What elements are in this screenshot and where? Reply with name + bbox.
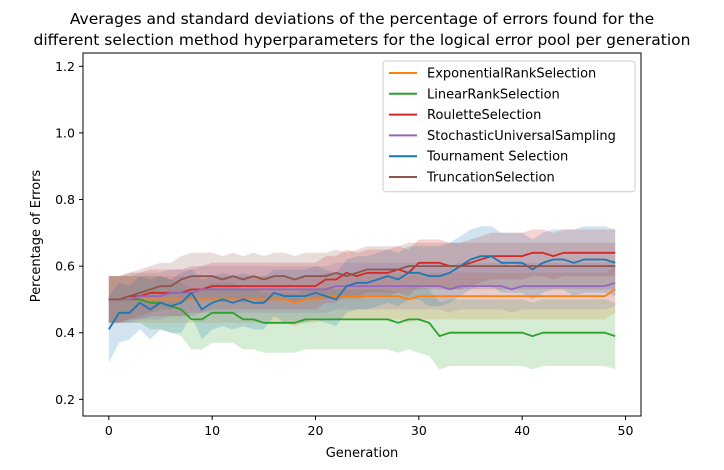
legend-label-3: StochasticUniversalSampling (427, 129, 616, 144)
series-line-5 (108, 265, 616, 301)
series-line-2 (108, 251, 616, 301)
y-tick-label: 0.2 (55, 392, 75, 407)
x-tick-label: 40 (514, 423, 530, 438)
legend: ExponentialRankSelection LinearRankSelect… (382, 60, 636, 193)
y-tick-label: 0.4 (55, 325, 75, 340)
series-line-0 (108, 288, 616, 304)
series-line-3 (108, 281, 616, 301)
x-tick-label: 0 (105, 423, 113, 438)
x-tick-label: 30 (411, 423, 427, 438)
legend-label-2: RouletteSelection (427, 108, 541, 123)
y-tick-label: 0.6 (55, 259, 75, 274)
x-tick-label: 10 (204, 423, 220, 438)
legend-label-0: ExponentialRankSelection (427, 67, 596, 82)
y-tick-label: 1.2 (55, 59, 75, 74)
series-line-1 (108, 298, 616, 338)
chart-title-line-2: different selection method hyperparamete… (34, 31, 691, 49)
series-lines (108, 251, 616, 338)
axes: 0 10 20 30 40 50 0.2 0.4 0.6 0.8 1.0 1.2 (55, 52, 642, 438)
chart-title-line-1: Averages and standard deviations of the … (70, 10, 654, 28)
x-axis-label: Generation (326, 446, 399, 461)
x-tick-label: 20 (308, 423, 324, 438)
legend-box (382, 60, 636, 193)
x-tick-label: 50 (618, 423, 634, 438)
y-axis-label: Percentage of Errors (29, 170, 44, 303)
legend-label-5: TruncationSelection (426, 171, 555, 186)
plot-frame (82, 52, 642, 417)
y-tick-label: 0.8 (55, 192, 75, 207)
std-band-4 (108, 226, 616, 363)
legend-label-1: LinearRankSelection (427, 87, 560, 102)
y-tick-label: 1.0 (55, 125, 75, 140)
series-line-4 (108, 255, 616, 330)
std-band-3 (108, 259, 616, 323)
legend-label-4: Tournament Selection (426, 150, 568, 165)
